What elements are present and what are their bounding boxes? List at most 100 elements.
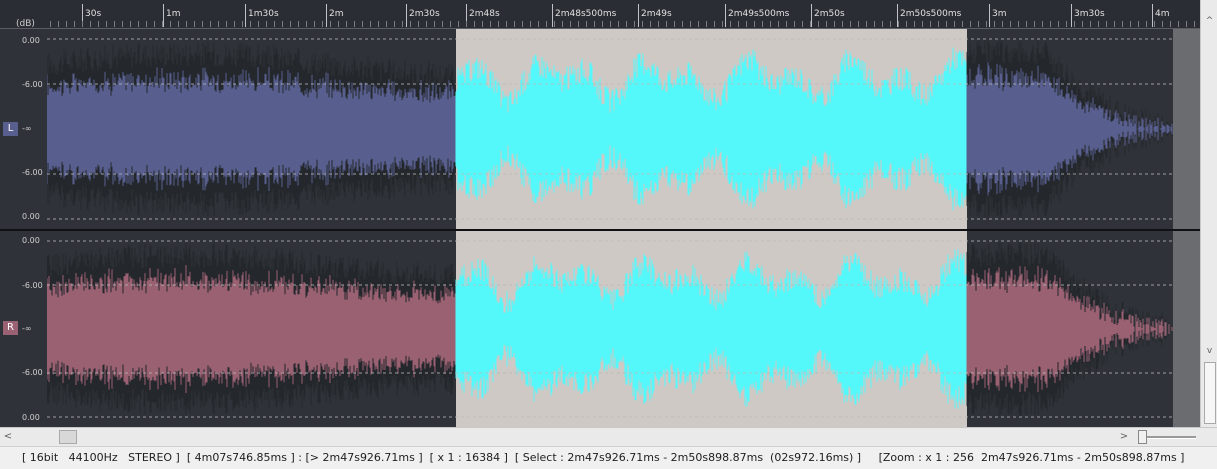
ruler-minor-tick xyxy=(50,21,51,27)
ruler-tick xyxy=(1152,4,1153,27)
ruler-minor-tick xyxy=(754,21,755,27)
ruler-tick xyxy=(245,4,246,27)
ruler-minor-tick xyxy=(874,21,875,27)
ruler-minor-tick xyxy=(1162,21,1163,27)
ruler-minor-tick xyxy=(1042,21,1043,27)
ruler-minor-tick xyxy=(530,21,531,27)
ruler-minor-tick xyxy=(634,21,635,27)
ruler-minor-tick xyxy=(714,21,715,27)
scroll-down-icon[interactable]: v xyxy=(1206,346,1213,356)
ruler-tick xyxy=(466,4,467,27)
ruler-minor-tick xyxy=(690,21,691,27)
ruler-minor-tick xyxy=(1178,21,1179,27)
ruler-minor-tick xyxy=(978,21,979,27)
db-label-top: 0.00 xyxy=(22,236,40,245)
db-label-upper: -6.00 xyxy=(22,281,43,290)
ruler-minor-tick xyxy=(1058,21,1059,27)
status-text: [ 16bit 44100Hz STEREO ] [ 4m07s746.85ms… xyxy=(22,451,1185,464)
ruler-minor-tick xyxy=(794,21,795,27)
ruler-minor-tick xyxy=(762,21,763,27)
ruler-minor-tick xyxy=(994,21,995,27)
ruler-minor-tick xyxy=(506,21,507,27)
ruler-minor-tick xyxy=(298,21,299,27)
ruler-tick xyxy=(725,4,726,27)
ruler-minor-tick xyxy=(602,21,603,27)
scroll-right-icon[interactable]: > xyxy=(1119,431,1129,442)
ruler-minor-tick xyxy=(834,21,835,27)
ruler-minor-tick xyxy=(442,21,443,27)
ruler-minor-tick xyxy=(578,21,579,27)
ruler-minor-tick xyxy=(962,21,963,27)
scroll-left-icon[interactable]: < xyxy=(3,431,13,442)
ruler-minor-tick xyxy=(266,21,267,27)
ruler-minor-tick xyxy=(650,21,651,27)
ruler-minor-tick xyxy=(1114,21,1115,27)
channel-badge-left[interactable]: L xyxy=(3,122,18,136)
ruler-minor-tick xyxy=(90,21,91,27)
ruler-minor-tick xyxy=(330,21,331,27)
ruler-tick xyxy=(989,4,990,27)
ruler-minor-tick xyxy=(1186,21,1187,27)
waveform-right[interactable] xyxy=(47,231,1173,427)
ruler-minor-tick xyxy=(490,21,491,27)
ruler-minor-tick xyxy=(402,21,403,27)
ruler-minor-tick xyxy=(1066,21,1067,27)
ruler-minor-tick xyxy=(786,21,787,27)
ruler-minor-tick xyxy=(610,21,611,27)
ruler-minor-tick xyxy=(226,21,227,27)
ruler-minor-tick xyxy=(354,21,355,27)
ruler-minor-tick xyxy=(250,21,251,27)
ruler-minor-tick xyxy=(386,21,387,27)
ruler-minor-tick xyxy=(178,21,179,27)
vertical-scroll-thumb[interactable] xyxy=(1204,362,1216,424)
horizontal-scroll-thumb[interactable] xyxy=(59,430,77,444)
ruler-minor-tick xyxy=(698,21,699,27)
ruler-minor-tick xyxy=(322,21,323,27)
db-label-center: -∞ xyxy=(22,124,32,133)
waveform-selected xyxy=(455,47,967,211)
ruler-minor-tick xyxy=(586,21,587,27)
ruler-minor-tick xyxy=(1002,21,1003,27)
channel-badge-right[interactable]: R xyxy=(3,321,18,335)
ruler-minor-tick xyxy=(642,21,643,27)
ruler-minor-tick xyxy=(1106,21,1107,27)
ruler-minor-tick xyxy=(666,21,667,27)
ruler-minor-tick xyxy=(850,21,851,27)
channel-right[interactable]: 0.00 -6.00 -∞ -6.00 0.00 R xyxy=(0,231,1200,427)
ruler-minor-tick xyxy=(930,21,931,27)
ruler-minor-tick xyxy=(1194,21,1195,27)
vertical-scrollbar[interactable]: ^ v xyxy=(1200,0,1217,427)
ruler-minor-tick xyxy=(66,21,67,27)
ruler-tick xyxy=(638,4,639,27)
ruler-minor-tick xyxy=(146,21,147,27)
scroll-up-icon[interactable]: ^ xyxy=(1205,16,1214,26)
ruler-minor-tick xyxy=(1010,21,1011,27)
ruler-minor-tick xyxy=(458,21,459,27)
ruler-minor-tick xyxy=(882,21,883,27)
zoom-slider-knob[interactable] xyxy=(1138,430,1147,444)
time-ruler[interactable]: (dB) 30s 1m 1m30s 2m 2m30s 2m48s 2m48s500ms 2m4… xyxy=(0,0,1200,29)
zoom-slider[interactable] xyxy=(1134,430,1198,444)
ruler-minor-tick xyxy=(866,21,867,27)
ruler-minor-tick xyxy=(658,21,659,27)
db-label-top: 0.00 xyxy=(22,36,40,45)
end-marker-right xyxy=(1173,231,1200,427)
ruler-minor-tick xyxy=(138,21,139,27)
ruler-minor-tick xyxy=(242,21,243,27)
ruler-minor-tick xyxy=(802,21,803,27)
ruler-minor-tick xyxy=(74,21,75,27)
ruler-minor-tick xyxy=(122,21,123,27)
waveform-left[interactable] xyxy=(47,29,1173,229)
horizontal-scrollbar[interactable]: < > xyxy=(0,427,1217,446)
ruler-minor-tick xyxy=(378,21,379,27)
ruler-minor-tick xyxy=(770,21,771,27)
ruler-tick-label: 3m30s xyxy=(1074,9,1105,19)
ruler-minor-tick xyxy=(362,21,363,27)
ruler-tick-label: 2m49s xyxy=(641,9,672,19)
ruler-minor-tick xyxy=(418,21,419,27)
ruler-minor-tick xyxy=(210,21,211,27)
db-label-lower: -6.00 xyxy=(22,168,43,177)
channel-left[interactable]: 0.00 -6.00 -∞ -6.00 0.00 L xyxy=(0,29,1200,229)
ruler-minor-tick xyxy=(922,21,923,27)
db-label-center: -∞ xyxy=(22,324,32,333)
